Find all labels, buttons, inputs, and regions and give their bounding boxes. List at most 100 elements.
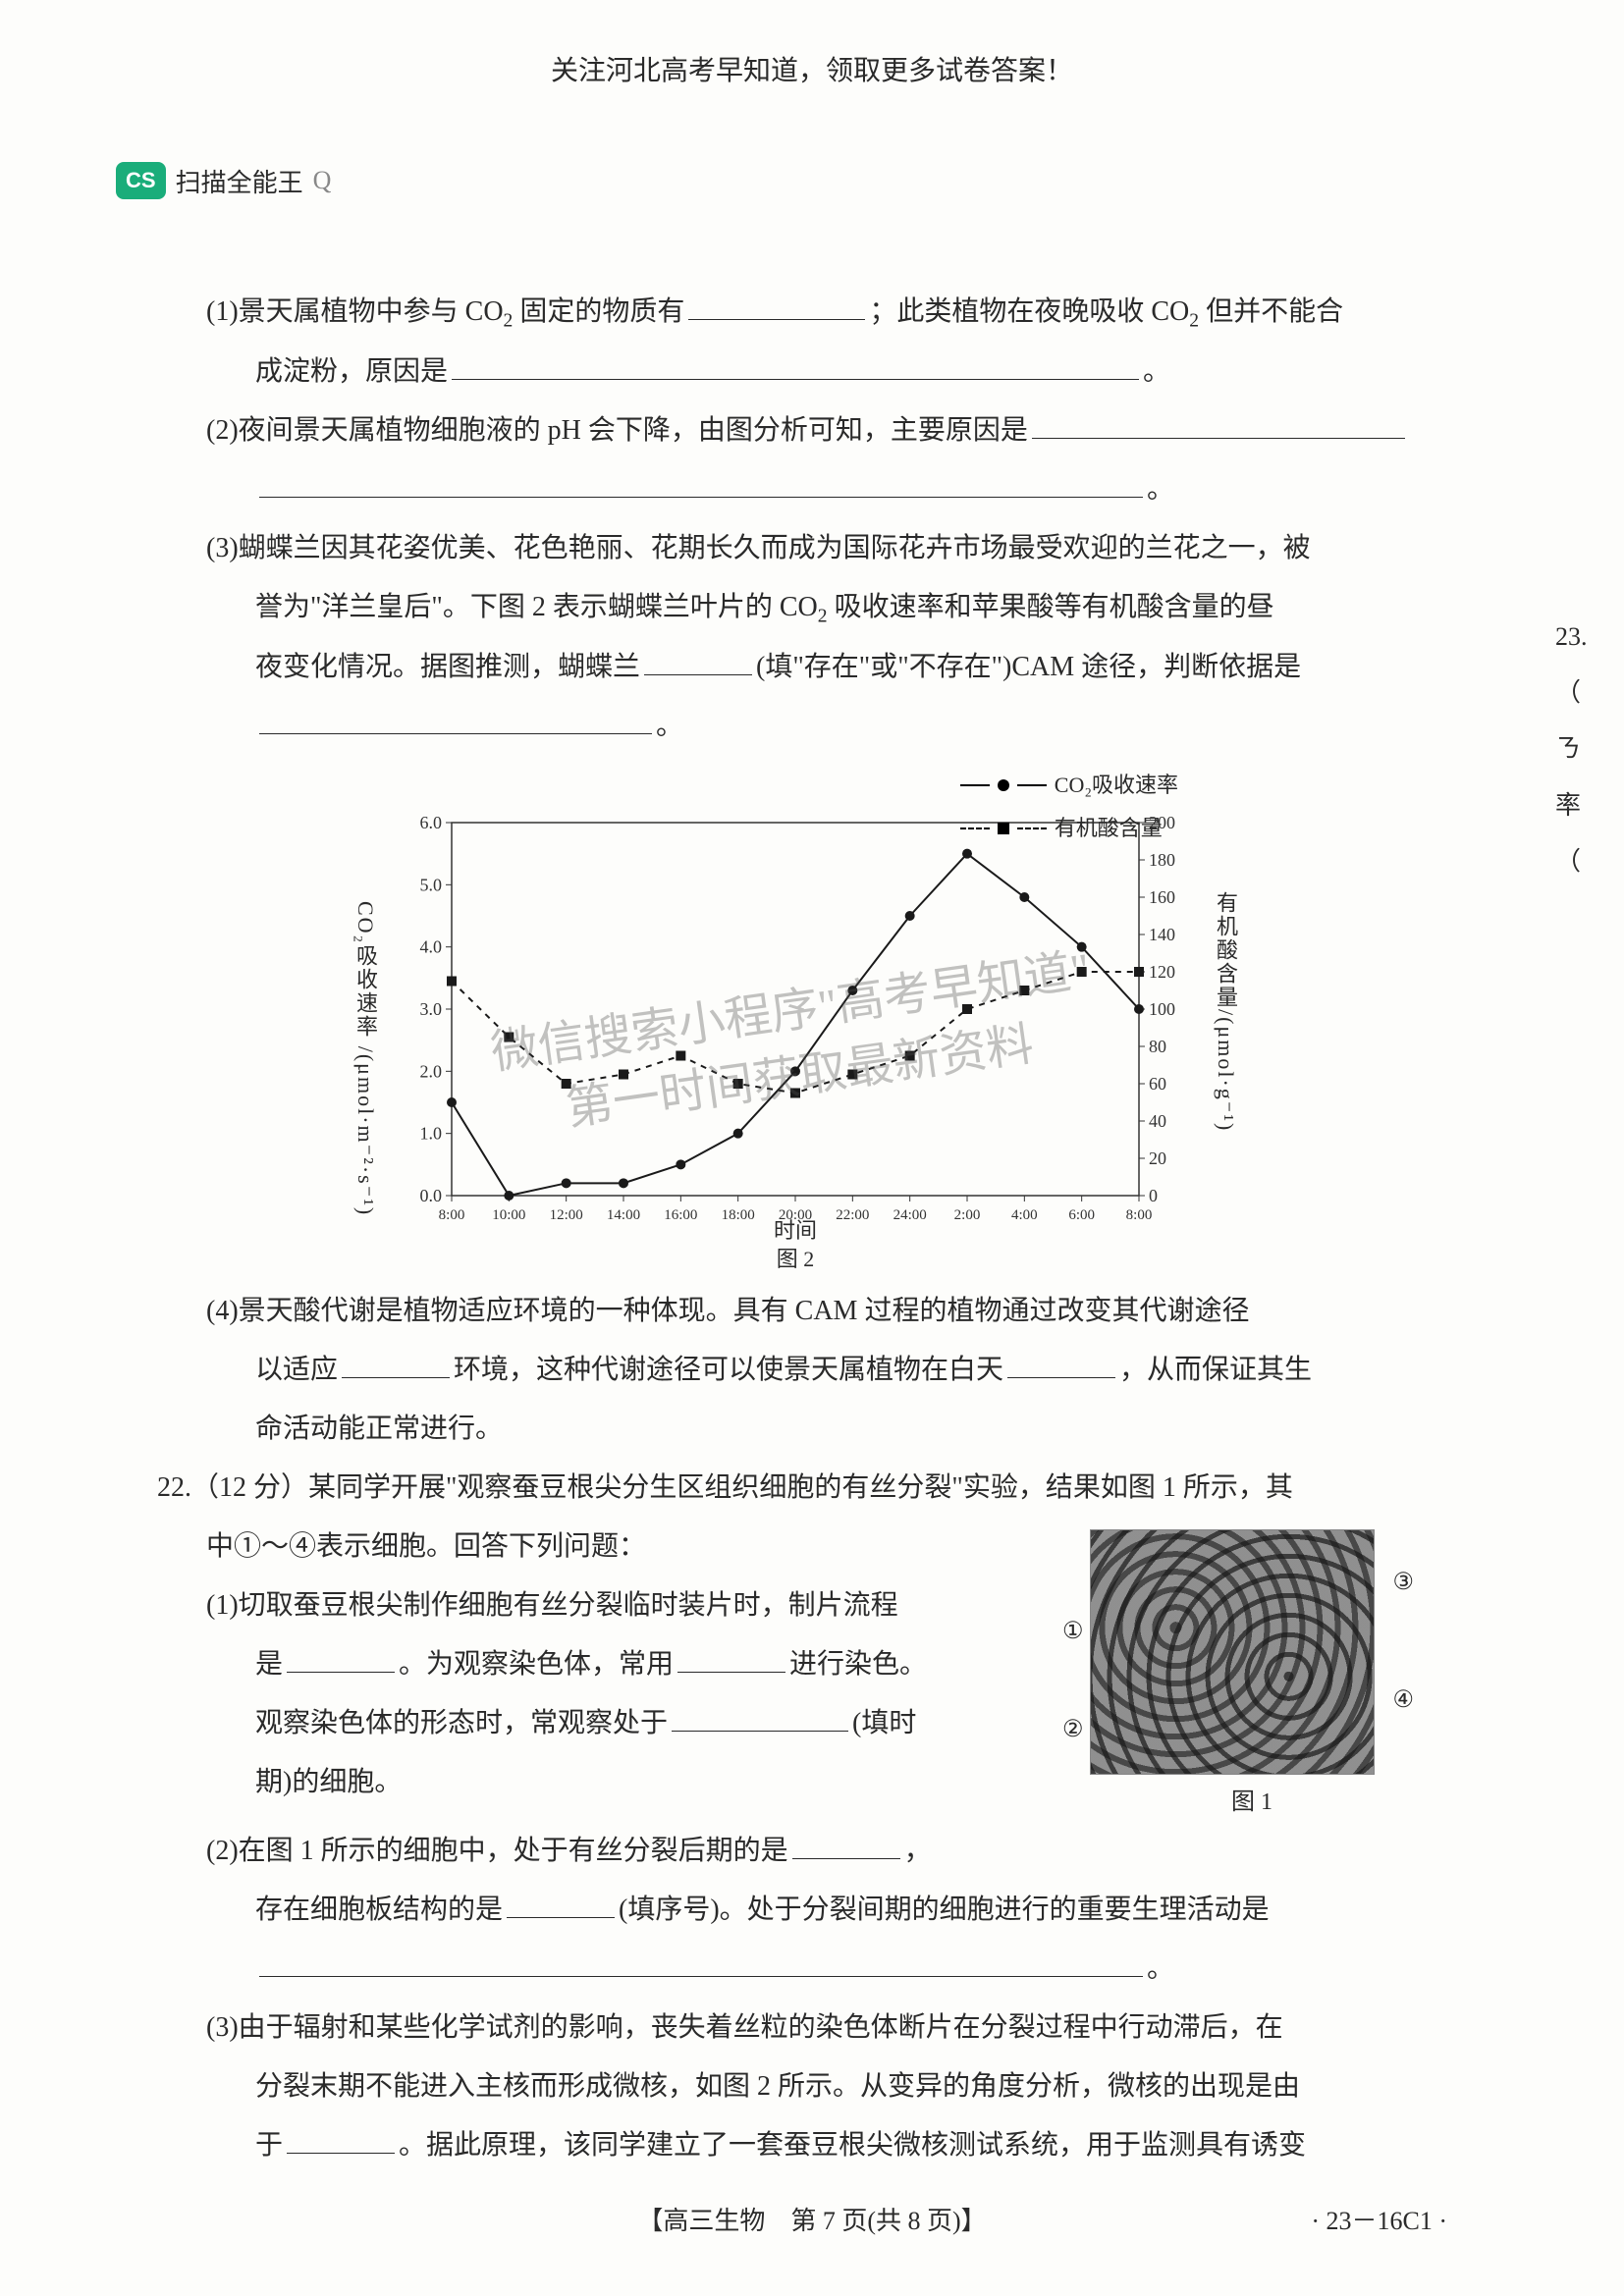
side-line: （	[1555, 833, 1604, 889]
text: 夜变化情况。据图推测，蝴蝶兰	[255, 652, 640, 682]
text: 进行染色。	[789, 1649, 927, 1680]
fill-blank	[287, 2126, 395, 2154]
microscope-image-placeholder	[1090, 1529, 1375, 1775]
q22-2: (2)在图 1 所示的细胞中，处于有丝分裂后期的是 ，	[157, 1824, 1434, 1879]
page-content: (1)景天属植物中参与 CO2 固定的物质有；此类植物在夜晚吸收 CO2 但并不…	[157, 285, 1434, 2177]
side-line: 23.（	[1555, 609, 1604, 721]
cell-marker-4: ④	[1392, 1677, 1414, 1724]
text: (1)切取蚕豆根尖制作细胞有丝分裂临时装片时，制片流程	[206, 1590, 898, 1621]
q22-2-cont: 存在细胞板结构的是 (填序号)。处于分裂间期的细胞进行的重要生理活动是	[157, 1883, 1434, 1938]
fill-blank	[672, 1704, 848, 1732]
y-axis-left-label: CO₂吸收速率 /(μmol·m⁻²·s⁻¹)	[344, 901, 387, 1216]
svg-text:4.0: 4.0	[420, 936, 443, 956]
svg-text:100: 100	[1149, 999, 1175, 1019]
cell-marker-1: ①	[1062, 1608, 1084, 1655]
fill-blank	[1032, 411, 1405, 439]
text: 22.（12 分）某同学开展"观察蚕豆根尖分生区组织细胞的有丝分裂"实验，结果如…	[157, 1472, 1293, 1503]
text: 吸收速率和苹果酸等有机酸含量的昼	[828, 592, 1274, 622]
cropped-side-fragment: 23.（ ㄋ 率 （	[1555, 609, 1604, 889]
svg-text:5.0: 5.0	[420, 875, 443, 894]
text: 。	[1147, 474, 1174, 505]
chart-figure-2: CO₂吸收速率 有机酸含量 CO₂吸收速率 /(μmol·m⁻²·s⁻¹) 有机…	[353, 764, 1237, 1274]
text: (填序号)。处于分裂间期的细胞进行的重要生理活动是	[619, 1895, 1270, 1925]
fill-blank	[259, 707, 652, 734]
svg-text:120: 120	[1149, 962, 1175, 982]
q22-head: 22.（12 分）某同学开展"观察蚕豆根尖分生区组织细胞的有丝分裂"实验，结果如…	[157, 1461, 1434, 1516]
text: ；此类植物在夜晚吸收 CO	[869, 296, 1189, 327]
fill-blank	[452, 352, 1139, 380]
svg-text:0.0: 0.0	[420, 1186, 443, 1205]
side-line: 率	[1555, 777, 1604, 833]
legend-line-icon	[960, 784, 990, 786]
chart-caption: 图 2	[774, 1246, 817, 1274]
text: (2)夜间景天属植物细胞液的 pH 会下降，由图分析可知，主要原因是	[206, 415, 1028, 446]
fill-blank	[644, 648, 752, 675]
text: 环境，这种代谢途径可以使景天属植物在白天	[454, 1355, 1003, 1385]
q22-3-cont: 分裂末期不能进入主核而形成微核，如图 2 所示。从变异的角度分析，微核的出现是由	[157, 2059, 1434, 2114]
svg-text:180: 180	[1149, 850, 1175, 870]
q21-1-cont: 成淀粉，原因是 。	[157, 345, 1434, 400]
text: 。	[1147, 1953, 1174, 1984]
fill-blank	[342, 1351, 450, 1378]
svg-text:10:00: 10:00	[492, 1207, 525, 1223]
header-notice: 关注河北高考早知道，领取更多试卷答案！	[0, 0, 1624, 88]
q22-2-cont2: 。	[157, 1942, 1434, 1997]
legend-circle-icon	[998, 779, 1009, 791]
svg-text:1.0: 1.0	[420, 1123, 443, 1143]
cell-marker-3: ③	[1392, 1559, 1414, 1606]
text: ，	[904, 1836, 932, 1866]
svg-text:2.0: 2.0	[420, 1061, 443, 1081]
text: 固定的物质有	[513, 296, 684, 327]
text: ，从而保证其生	[1119, 1355, 1312, 1385]
text: 命活动能正常进行。	[255, 1414, 503, 1444]
text: 存在细胞板结构的是	[255, 1895, 503, 1925]
cell-marker-2: ②	[1062, 1706, 1084, 1753]
legend-label: 有机酸含量	[1055, 807, 1163, 850]
q21-3: (3)蝴蝶兰因其花姿优美、花色艳丽、花期长久而成为国际花卉市场最受欢迎的兰花之一…	[157, 521, 1434, 576]
svg-text:24:00: 24:00	[893, 1207, 927, 1223]
svg-text:8:00: 8:00	[1126, 1207, 1153, 1223]
svg-text:80: 80	[1149, 1037, 1166, 1056]
q21-3-cont2: 夜变化情况。据图推测，蝴蝶兰(填"存在"或"不存在")CAM 途径，判断依据是	[157, 640, 1434, 695]
y-axis-right-label: 有机酸含量/(μmol·g⁻¹)	[1204, 891, 1247, 1132]
text: (2)在图 1 所示的细胞中，处于有丝分裂后期的是	[206, 1836, 788, 1866]
legend-label: CO₂吸收速率	[1055, 764, 1178, 807]
text: 。据此原理，该同学建立了一套蚕豆根尖微核测试系统，用于监测具有诱变	[399, 2130, 1306, 2161]
q21-4-cont: 以适应 环境，这种代谢途径可以使景天属植物在白天 ，从而保证其生	[157, 1343, 1434, 1398]
svg-text:12:00: 12:00	[550, 1207, 583, 1223]
svg-text:6:00: 6:00	[1068, 1207, 1095, 1223]
legend-dash-icon	[1017, 828, 1047, 829]
q22-3-cont2: 于。据此原理，该同学建立了一套蚕豆根尖微核测试系统，用于监测具有诱变	[157, 2118, 1434, 2173]
x-axis-text: 时间	[774, 1217, 817, 1246]
svg-text:0: 0	[1149, 1186, 1158, 1205]
q21-2: (2)夜间景天属植物细胞液的 pH 会下降，由图分析可知，主要原因是	[157, 403, 1434, 458]
svg-text:40: 40	[1149, 1111, 1166, 1131]
scan-app-label: 扫描全能王	[176, 163, 303, 199]
text: 分裂末期不能进入主核而形成微核，如图 2 所示。从变异的角度分析，微核的出现是由	[255, 2071, 1300, 2102]
scan-badge: CS 扫描全能王 Q	[116, 162, 331, 199]
svg-text:140: 140	[1149, 925, 1175, 944]
text: (3)由于辐射和某些化学试剂的影响，丧失着丝粒的染色体断片在分裂过程中行动滞后，…	[206, 2012, 1283, 2043]
chart-legend: CO₂吸收速率 有机酸含量	[960, 764, 1178, 850]
q21-2-cont: 。	[157, 462, 1434, 517]
side-line: ㄋ	[1555, 721, 1604, 776]
fill-blank	[259, 470, 1143, 498]
svg-text:18:00: 18:00	[722, 1207, 755, 1223]
search-icon: Q	[313, 166, 332, 195]
svg-text:2:00: 2:00	[954, 1207, 981, 1223]
text: 以适应	[255, 1355, 338, 1385]
text: 观察染色体的形态时，常观察处于	[255, 1708, 668, 1738]
q21-4: (4)景天酸代谢是植物适应环境的一种体现。具有 CAM 过程的植物通过改变其代谢…	[157, 1284, 1434, 1339]
svg-text:160: 160	[1149, 887, 1175, 907]
text: (4)景天酸代谢是植物适应环境的一种体现。具有 CAM 过程的植物通过改变其代谢…	[206, 1296, 1249, 1326]
q21-3-cont: 誉为"洋兰皇后"。下图 2 表示蝴蝶兰叶片的 CO2 吸收速率和苹果酸等有机酸含…	[157, 580, 1434, 636]
text: (1)景天属植物中参与 CO	[206, 296, 504, 327]
text: 。为观察染色体，常用	[399, 1649, 674, 1680]
svg-text:22:00: 22:00	[836, 1207, 869, 1223]
fill-blank	[792, 1832, 900, 1859]
figure-1-caption: 图 1	[1090, 1779, 1414, 1826]
legend-item-co2: CO₂吸收速率	[960, 764, 1178, 807]
text: 成淀粉，原因是	[255, 356, 448, 387]
text: (填时	[852, 1708, 916, 1738]
text: 。	[1143, 356, 1170, 387]
